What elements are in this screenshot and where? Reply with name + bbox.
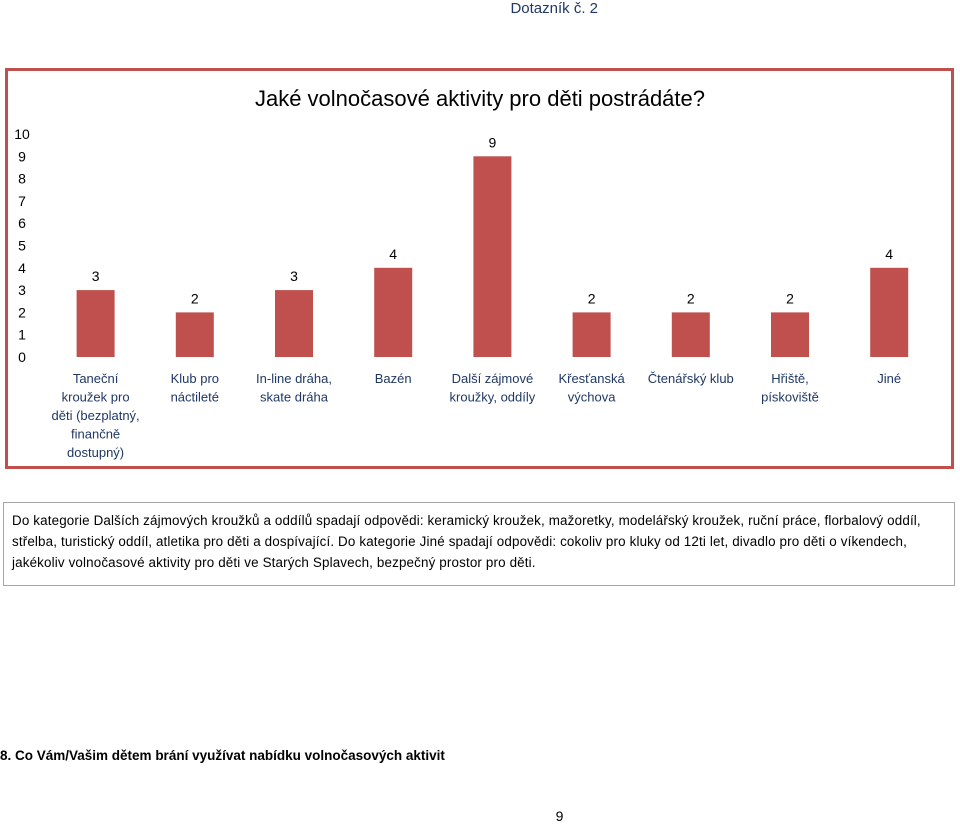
- bar: [473, 156, 512, 357]
- bar: [76, 290, 115, 357]
- y-tick-label: 3: [18, 282, 26, 298]
- data-label: 4: [885, 246, 893, 262]
- y-tick-label: 9: [18, 148, 26, 164]
- page-number: 9: [555, 808, 564, 824]
- data-label: 2: [191, 290, 199, 306]
- bar: [374, 267, 413, 357]
- bar: [275, 290, 313, 357]
- x-tick-label: In-line dráha, skate dráha: [256, 371, 332, 405]
- y-tick-label: 5: [18, 238, 26, 254]
- y-tick-label: 4: [18, 260, 26, 276]
- data-label: 3: [92, 268, 100, 284]
- bar-chart: Jaké volnočasové aktivity pro děti postr…: [14, 86, 909, 460]
- bar: [870, 267, 909, 357]
- y-axis: 0 1 2 3 4 5 6 7 8 9 10: [14, 126, 30, 365]
- y-tick-label: 7: [18, 193, 26, 209]
- x-tick-label: Hřiště, pískoviště: [761, 371, 819, 405]
- data-label: 2: [687, 290, 695, 306]
- y-tick-label: 10: [14, 126, 30, 142]
- y-tick-label: 6: [18, 215, 26, 231]
- document-header: Dotazník č. 2: [510, 0, 598, 17]
- bar: [175, 312, 214, 357]
- question-heading: 8. Co Vám/Vašim dětem brání využívat nab…: [0, 748, 445, 763]
- x-tick-label: Bazén: [375, 371, 412, 386]
- data-label: 9: [489, 134, 497, 150]
- chart-note: Do kategorie Dalších zájmových kroužků a…: [3, 502, 955, 586]
- y-tick-label: 8: [18, 171, 26, 187]
- data-label: 2: [786, 290, 794, 306]
- x-axis-labels: Taneční kroužek pro děti (bezplatný, finanč…: [52, 371, 902, 460]
- data-labels: 3 2 3 4 9 2 2 2 4: [92, 134, 894, 306]
- data-label: 2: [588, 290, 596, 306]
- x-tick-label: Klub pro náctileté: [171, 371, 219, 405]
- bar: [572, 312, 611, 357]
- chart-title: Jaké volnočasové aktivity pro děti postr…: [255, 86, 705, 111]
- bars: [76, 156, 909, 357]
- bar: [671, 312, 710, 357]
- x-tick-label: Křesťanská výchova: [558, 371, 625, 405]
- bar: [771, 312, 809, 357]
- y-tick-label: 2: [18, 304, 26, 320]
- x-tick-label: Další zájmové kroužky, oddíly: [450, 371, 536, 405]
- x-tick-label: Taneční kroužek pro děti (bezplatný, finanč…: [52, 371, 140, 460]
- y-tick-label: 1: [18, 327, 26, 343]
- x-tick-label: Jiné: [877, 371, 901, 386]
- data-label: 3: [290, 268, 298, 284]
- data-label: 4: [389, 246, 397, 262]
- y-tick-label: 0: [18, 349, 26, 365]
- x-tick-label: Čtenářský klub: [648, 371, 734, 386]
